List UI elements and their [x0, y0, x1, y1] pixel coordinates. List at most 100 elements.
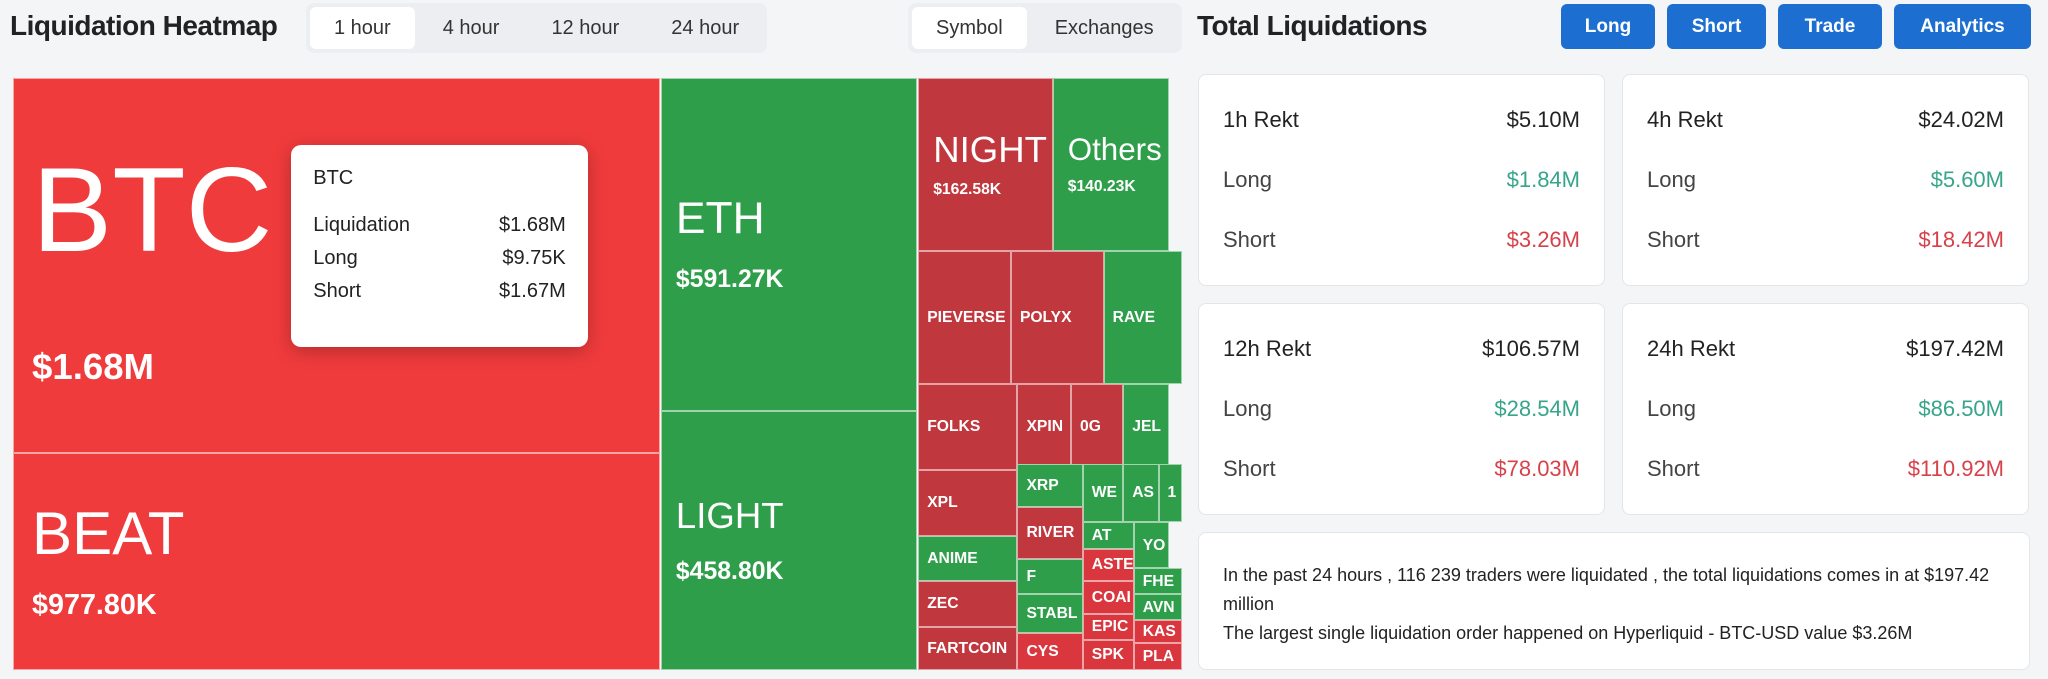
summary-line: In the past 24 hours , 116 239 traders w… [1223, 565, 1990, 614]
heatmap-tile[interactable]: STABL [1017, 594, 1083, 634]
tile-label: AVN [1142, 598, 1175, 616]
heatmap-tile[interactable]: RIVER [1017, 506, 1083, 559]
tile-label: F [1026, 568, 1037, 586]
heatmap-tile[interactable]: NIGHT $162.58K [918, 78, 1053, 251]
heatmap-tile[interactable]: JEL [1123, 384, 1169, 471]
tile-label: STABL [1026, 605, 1078, 623]
time-tab[interactable]: 12 hour [551, 16, 620, 39]
card-label: Short [1647, 456, 1700, 481]
heatmap-tile[interactable]: AVN [1133, 594, 1183, 621]
card-value: $197.42M [1906, 336, 2004, 361]
heatmap-tile[interactable]: XPL [918, 470, 1018, 536]
tile-label: RAVE [1112, 308, 1156, 326]
heatmap-tile[interactable]: ZEC [918, 581, 1018, 627]
action-button[interactable]: Short [1667, 4, 1766, 49]
card-row: Short $3.26M [1223, 210, 1580, 270]
heatmap-tile[interactable]: XRP [1017, 463, 1083, 507]
action-button[interactable]: Trade [1778, 4, 1882, 49]
time-tabs: 1 hour 4 hour 12 hour 24 hour [306, 3, 768, 53]
card-label: Short [1223, 456, 1276, 481]
heatmap-tile[interactable]: RAVE [1103, 250, 1183, 384]
view-tab[interactable]: Symbol [912, 7, 1027, 49]
heatmap-tile[interactable]: 1 [1158, 463, 1183, 523]
totals-title: Total Liquidations [1197, 10, 1428, 41]
heatmap-tile[interactable]: WE [1082, 463, 1124, 523]
tile-label: ANIME [927, 549, 978, 567]
tile-label: POLYX [1019, 308, 1072, 326]
heatmap-tile[interactable]: CYS [1017, 633, 1083, 671]
rekt-card: 4h Rekt $24.02M Long $5.60M Short $18.42M [1622, 74, 2029, 286]
tile-value: $591.27K [675, 266, 784, 294]
heatmap-tile[interactable]: PIEVERSE [918, 250, 1011, 384]
heatmap-tile[interactable]: PLA [1133, 642, 1183, 671]
summary: In the past 24 hours , 116 239 traders w… [1198, 532, 2030, 670]
tile-label: EPIC [1091, 618, 1129, 636]
tile-label: 1 [1167, 484, 1177, 502]
heatmap-tile[interactable]: XPIN [1017, 384, 1072, 471]
heatmap-tile[interactable]: FOLKS [918, 384, 1018, 471]
card-value: $5.10M [1506, 107, 1580, 132]
card-label: Short [1223, 227, 1276, 252]
card-label: Long [1223, 396, 1272, 421]
card-row: Long $5.60M [1647, 150, 2004, 210]
view-tab[interactable]: Exchanges [1054, 16, 1154, 39]
action-button[interactable]: Analytics [1894, 4, 2031, 49]
card-value: $18.42M [1918, 227, 2004, 252]
heatmap-tile[interactable]: AT [1082, 522, 1134, 549]
card-row: 12h Rekt $106.57M [1223, 319, 1580, 379]
card-value: $24.02M [1918, 107, 2004, 132]
tile-label: AT [1091, 526, 1112, 544]
heatmap-tile[interactable]: F [1017, 559, 1083, 595]
tile-label: NIGHT [933, 129, 1047, 171]
card-row: Long $28.54M [1223, 379, 1580, 439]
heatmap-tile[interactable]: ANIME [918, 535, 1018, 582]
card-label: 12h Rekt [1223, 336, 1312, 361]
heatmap-tile[interactable]: Others $140.23K [1052, 78, 1169, 251]
tile-value: $162.58K [933, 180, 1002, 198]
tile-label: CYS [1026, 643, 1059, 661]
card-value: $3.26M [1506, 227, 1580, 252]
heatmap-tile[interactable]: COAI [1082, 581, 1134, 614]
heatmap-tile[interactable]: BTC $1.68M [13, 78, 660, 454]
action-button[interactable]: Long [1561, 4, 1655, 49]
tile-value: $140.23K [1067, 177, 1136, 195]
heatmap-tile[interactable]: ASTE [1082, 548, 1134, 582]
time-tab[interactable]: 4 hour [442, 16, 500, 39]
tile-label: YO [1142, 536, 1166, 554]
time-tab[interactable]: 1 hour [310, 7, 415, 49]
heatmap-tile[interactable]: SPK [1082, 640, 1134, 671]
tile-label: FHE [1142, 572, 1175, 590]
tile-label: COAI [1091, 588, 1131, 606]
tile-label: ETH [675, 194, 765, 244]
tile-label: XPL [927, 494, 958, 512]
card-row: Short $18.42M [1647, 210, 2004, 270]
heatmap-tile[interactable]: POLYX [1010, 250, 1104, 384]
tile-label: LIGHT [675, 494, 784, 536]
heatmap-tile[interactable]: LIGHT $458.80K [660, 411, 917, 671]
tile-label: WE [1091, 484, 1117, 502]
heatmap-tile[interactable]: KAS [1133, 620, 1183, 643]
heatmap-tile[interactable]: 0G [1071, 384, 1124, 471]
tile-label: PIEVERSE [927, 308, 1006, 326]
time-tab[interactable]: 24 hour [671, 16, 740, 39]
card-value: $28.54M [1494, 396, 1580, 421]
heatmap-tile[interactable]: ETH $591.27K [660, 78, 917, 412]
heatmap-tile[interactable]: YO [1133, 522, 1169, 569]
card-row: Short $78.03M [1223, 439, 1580, 499]
heatmap-tile[interactable]: FARTCOIN [918, 626, 1018, 671]
tile-value: $458.80K [675, 557, 784, 585]
heatmap-tile[interactable]: BEAT $977.80K [13, 453, 660, 671]
card-value: $110.92M [1907, 456, 2004, 481]
card-label: Short [1647, 227, 1700, 252]
heatmap-tile[interactable]: EPIC [1082, 613, 1134, 640]
tile-label: BTC [32, 142, 273, 277]
tile-value: $1.68M [32, 345, 154, 387]
tile-label: XPIN [1026, 418, 1064, 436]
heatmap-tile[interactable]: AS [1123, 463, 1159, 523]
heatmap-tile[interactable]: FHE [1133, 568, 1183, 595]
tile-label: FARTCOIN [927, 639, 1008, 657]
card-value: $5.60M [1930, 167, 2004, 192]
card-value: $1.84M [1506, 167, 1580, 192]
summary-line: The largest single liquidation order hap… [1223, 623, 1913, 643]
